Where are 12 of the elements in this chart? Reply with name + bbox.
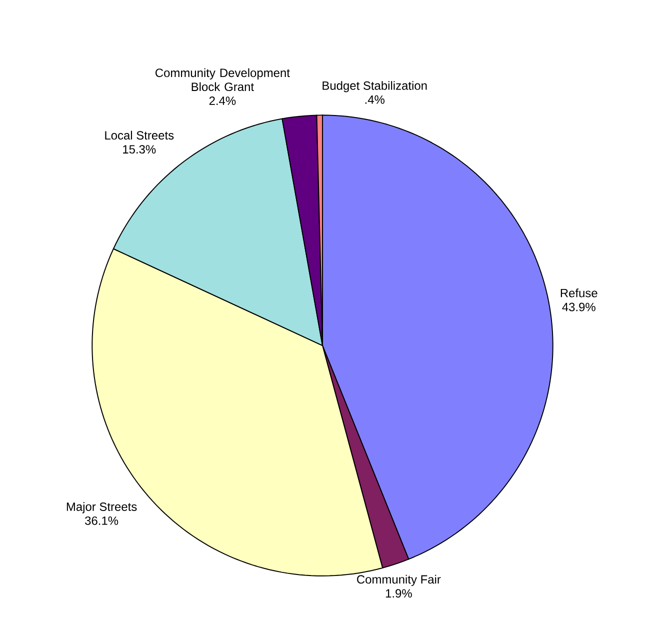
slice-label: Major Streets — [66, 502, 137, 514]
data-label: 36.1% — [85, 516, 118, 526]
slice-label: Refuse — [560, 288, 598, 298]
slice-label: Budget Stabilization — [322, 81, 427, 92]
data-label: 43.9% — [562, 303, 596, 312]
data-label: 2.4% — [209, 96, 236, 106]
slice-label: Community Development Block Grant — [156, 68, 290, 92]
data-label: 15.3% — [123, 145, 156, 154]
data-label: .4% — [365, 96, 384, 104]
slice-label: Community Fair — [357, 575, 441, 586]
data-label: 1.9% — [386, 589, 412, 598]
slice-label: Local Streets — [105, 131, 174, 140]
